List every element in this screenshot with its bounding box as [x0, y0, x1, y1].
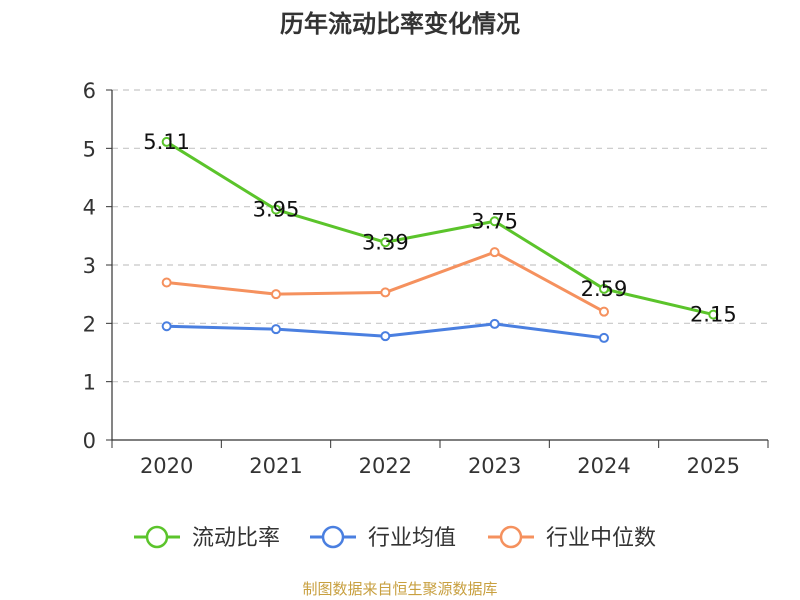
data-label-0-5: 2.15	[690, 303, 737, 327]
axes: 0 1 2 3 4 5 6 2020 2021 2022 2023 2024 2025	[83, 79, 769, 478]
x-tick-label-2023: 2023	[468, 454, 521, 478]
legend[interactable]: 流动比率 行业均值 行业中位数	[134, 525, 656, 551]
legend-marker	[499, 525, 523, 549]
y-tick-label: 5	[83, 137, 96, 161]
y-tick-label: 6	[83, 79, 96, 103]
data-point-2-0[interactable]	[161, 277, 172, 288]
data-point-1-2[interactable]	[380, 331, 391, 342]
y-tick-label: 0	[83, 429, 96, 453]
legend-item-1[interactable]: 行业均值	[310, 525, 456, 551]
data-point-0-4[interactable]	[599, 283, 609, 294]
y-tick-label: 3	[83, 254, 96, 278]
data-point-0-2[interactable]	[380, 237, 391, 248]
data-point-2-1[interactable]	[271, 289, 281, 300]
data-point-1-1[interactable]	[271, 324, 281, 335]
data-label-0-0: 5.11	[143, 130, 190, 154]
x-tick-label-2020: 2020	[140, 454, 193, 478]
data-point-0-5[interactable]	[708, 309, 719, 320]
legend-label-2: 行业中位数	[546, 526, 656, 551]
y-tick-label: 4	[83, 196, 96, 220]
series-2	[161, 247, 609, 317]
legend-label-1: 行业均值	[368, 526, 456, 551]
data-labels: 5.11 3.95 3.39 3.75 2.59 2.15	[143, 130, 736, 327]
x-tick-label-2024: 2024	[577, 454, 630, 478]
series-line-0	[165, 140, 714, 317]
data-label-0-3: 3.75	[471, 209, 518, 233]
data-point-0-0[interactable]	[161, 136, 172, 147]
legend-item-0[interactable]: 流动比率	[134, 525, 280, 551]
series-1	[161, 318, 609, 343]
x-tick-label-2022: 2022	[359, 454, 412, 478]
x-tick-label-2025: 2025	[687, 454, 740, 478]
y-tick-label: 2	[83, 312, 96, 336]
x-tick-label-2021: 2021	[249, 454, 302, 478]
data-point-1-0[interactable]	[161, 321, 172, 332]
data-point-2-4[interactable]	[599, 306, 609, 317]
data-point-0-1[interactable]	[271, 204, 281, 215]
y-tick-label: 1	[83, 371, 96, 395]
chart-title: 历年流动比率变化情况	[280, 10, 520, 38]
data-label-0-2: 3.39	[362, 230, 409, 254]
legend-marker	[145, 525, 169, 549]
data-label-0-4: 2.59	[581, 277, 628, 301]
series-lines	[161, 136, 719, 343]
data-point-1-3[interactable]	[489, 318, 500, 329]
data-point-2-3[interactable]	[489, 247, 500, 258]
data-point-1-4[interactable]	[599, 332, 609, 343]
data-point-2-2[interactable]	[380, 287, 391, 298]
legend-marker	[321, 525, 345, 549]
series-0	[161, 136, 719, 320]
source-note: 制图数据来自恒生聚源数据库	[302, 580, 497, 598]
gridlines	[112, 89, 768, 383]
legend-item-2[interactable]: 行业中位数	[488, 525, 656, 551]
data-point-0-3[interactable]	[489, 216, 500, 227]
data-label-0-1: 3.95	[253, 198, 300, 222]
series-line-2	[166, 250, 605, 313]
legend-label-0: 流动比率	[192, 526, 280, 551]
